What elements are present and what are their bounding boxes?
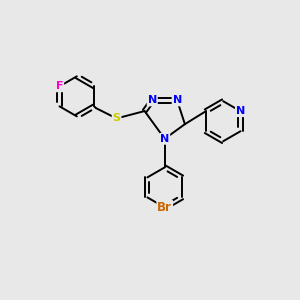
Text: S: S [112, 113, 121, 123]
Text: Br: Br [157, 201, 172, 214]
Text: N: N [172, 95, 182, 106]
Text: N: N [236, 106, 245, 116]
Text: N: N [148, 95, 157, 106]
Text: F: F [56, 81, 63, 91]
Text: N: N [160, 134, 169, 144]
